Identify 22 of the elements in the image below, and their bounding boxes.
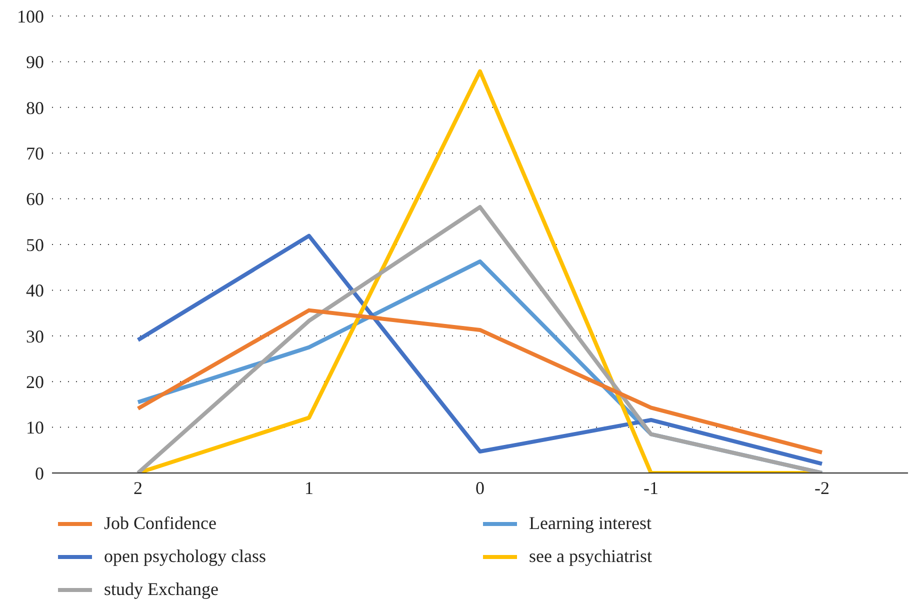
y-tick-label: 0 [35,463,44,484]
legend-label: see a psychiatrist [529,546,652,567]
y-tick-label: 50 [26,234,44,255]
y-tick-label: 80 [26,98,44,118]
line-series [136,308,824,454]
legend-label: Learning interest [529,513,652,534]
x-tick-label: -2 [814,478,830,498]
x-tick-label: -1 [644,478,658,498]
legend-label: study Exchange [104,579,218,600]
x-tick-label: 1 [304,478,314,498]
y-tick-label: 20 [26,372,44,392]
y-tick-label: 90 [26,52,44,72]
legend-label: Job Confidence [104,513,216,534]
y-tick-label: 10 [26,418,44,438]
y-tick-label: 100 [17,6,44,26]
y-tick-label: 70 [26,143,44,164]
y-tick-label: 30 [26,326,44,346]
y-tick-label: 40 [26,280,44,301]
y-tick-label: 60 [26,189,44,210]
legend-label: open psychology class [104,546,266,567]
x-tick-label: 0 [476,478,484,498]
x-tick-label: 2 [134,478,142,498]
